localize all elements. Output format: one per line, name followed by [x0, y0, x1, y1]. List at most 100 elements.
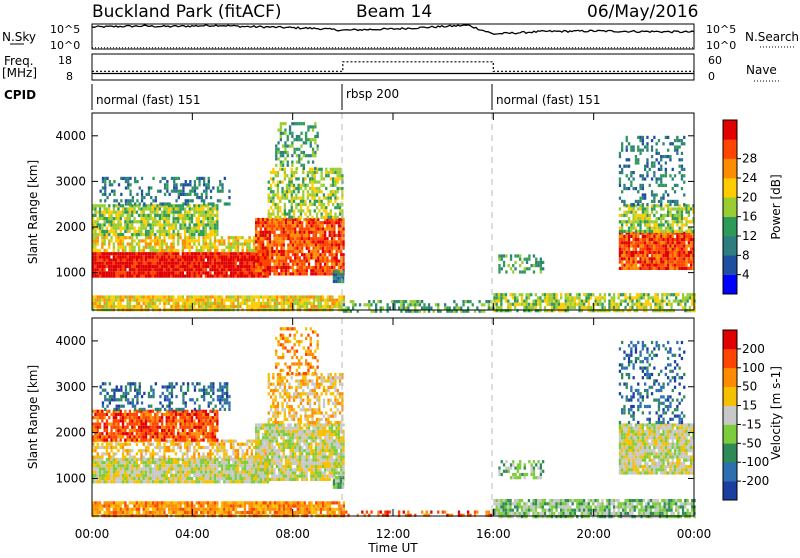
heatmap-cell [280, 154, 282, 157]
heatmap-cell [292, 260, 294, 263]
heatmap-cell [118, 202, 120, 205]
heatmap-cell [178, 193, 180, 196]
heatmap-cell [269, 511, 271, 514]
heatmap-cell [282, 132, 284, 135]
heatmap-cell [314, 200, 316, 203]
heatmap-cell [133, 207, 135, 210]
heatmap-cell [104, 243, 106, 246]
heatmap-cell [669, 244, 671, 247]
heatmap-cell [565, 306, 567, 309]
heatmap-cell [207, 259, 209, 262]
heatmap-cell [186, 295, 188, 298]
heatmap-cell [669, 174, 671, 177]
heatmap-cell [108, 259, 110, 262]
heatmap-cell [551, 296, 553, 299]
heatmap-cell [272, 181, 274, 184]
heatmap-cell [649, 264, 651, 267]
heatmap-cell [683, 264, 685, 267]
heatmap-cell [507, 300, 509, 303]
heatmap-cell [320, 302, 322, 305]
heatmap-cell [262, 299, 264, 302]
heatmap-cell [621, 267, 623, 270]
heatmap-cell [651, 235, 653, 238]
heatmap-cell [163, 511, 165, 514]
heatmap-cell [628, 204, 630, 207]
heatmap-cell [338, 299, 340, 302]
heatmap-cell [526, 293, 528, 296]
heatmap-cell [133, 249, 135, 252]
heatmap-cell [106, 233, 108, 236]
heatmap-cell [658, 244, 660, 247]
heatmap-cell [209, 227, 211, 230]
heatmap-cell [244, 259, 246, 262]
heatmap-cell [565, 293, 567, 296]
heatmap-cell [380, 300, 382, 303]
heatmap-cell [216, 268, 218, 271]
heatmap-cell [110, 501, 112, 504]
heatmap-cell [214, 214, 216, 217]
heatmap-cell [216, 508, 218, 511]
heatmap-cell [275, 206, 277, 209]
heatmap-cell [337, 277, 339, 280]
heatmap-cell [276, 244, 278, 247]
heatmap-cell [288, 209, 290, 212]
heatmap-cell [269, 247, 271, 250]
heatmap-cell [138, 220, 140, 223]
heatmap-cell [658, 161, 660, 164]
heatmap-cell [255, 234, 257, 237]
heatmap-cell [684, 300, 686, 303]
heatmap-cell [319, 272, 321, 275]
heatmap-cell [246, 302, 248, 305]
heatmap-cell [293, 216, 295, 219]
heatmap-cell [630, 145, 632, 148]
heatmap-cell [101, 239, 103, 242]
heatmap-cell [115, 259, 117, 262]
heatmap-cell [317, 224, 319, 227]
heatmap-cell [207, 508, 209, 511]
heatmap-cell [124, 211, 126, 214]
heatmap-cell [642, 244, 644, 247]
heatmap-cell [635, 211, 637, 214]
heatmap-cell [173, 275, 175, 278]
heatmap-cell [225, 275, 227, 278]
heatmap-cell [155, 199, 157, 202]
heatmap-cell [621, 257, 623, 260]
heatmap-cell [97, 236, 99, 239]
heatmap-cell [212, 511, 214, 514]
heatmap-cell [277, 190, 279, 193]
heatmap-cell [129, 246, 131, 249]
heatmap-cell [184, 211, 186, 214]
heatmap-cell [503, 293, 505, 296]
heatmap-cell [308, 299, 310, 302]
heatmap-cell [296, 247, 298, 250]
heatmap-cell [656, 149, 658, 152]
heatmap-cell [239, 265, 241, 268]
heatmap-cell [629, 300, 631, 303]
heatmap-cell [286, 174, 288, 177]
heatmap-cell [193, 214, 195, 217]
heatmap-cell [179, 204, 181, 207]
heatmap-cell [299, 299, 301, 302]
heatmap-cell [628, 267, 630, 270]
heatmap-cell [276, 224, 278, 227]
heatmap-cell [182, 214, 184, 217]
heatmap-cell [315, 272, 317, 275]
heatmap-cell [122, 501, 124, 504]
heatmap-cell [285, 302, 287, 305]
heatmap-cell [313, 505, 315, 508]
heatmap-cell [154, 508, 156, 511]
heatmap-cell [669, 241, 671, 244]
heatmap-cell [299, 231, 301, 234]
heatmap-cell [225, 508, 227, 511]
heatmap-cell [660, 207, 662, 210]
heatmap-cell [110, 230, 112, 233]
heatmap-cell [292, 501, 294, 504]
heatmap-cell [212, 262, 214, 265]
heatmap-cell [398, 300, 400, 303]
heatmap-cell [524, 270, 526, 273]
heatmap-cell [323, 203, 325, 206]
heatmap-cell [230, 511, 232, 514]
heatmap-cell [639, 197, 641, 200]
heatmap-cell [321, 171, 323, 174]
heatmap-cell [173, 230, 175, 233]
